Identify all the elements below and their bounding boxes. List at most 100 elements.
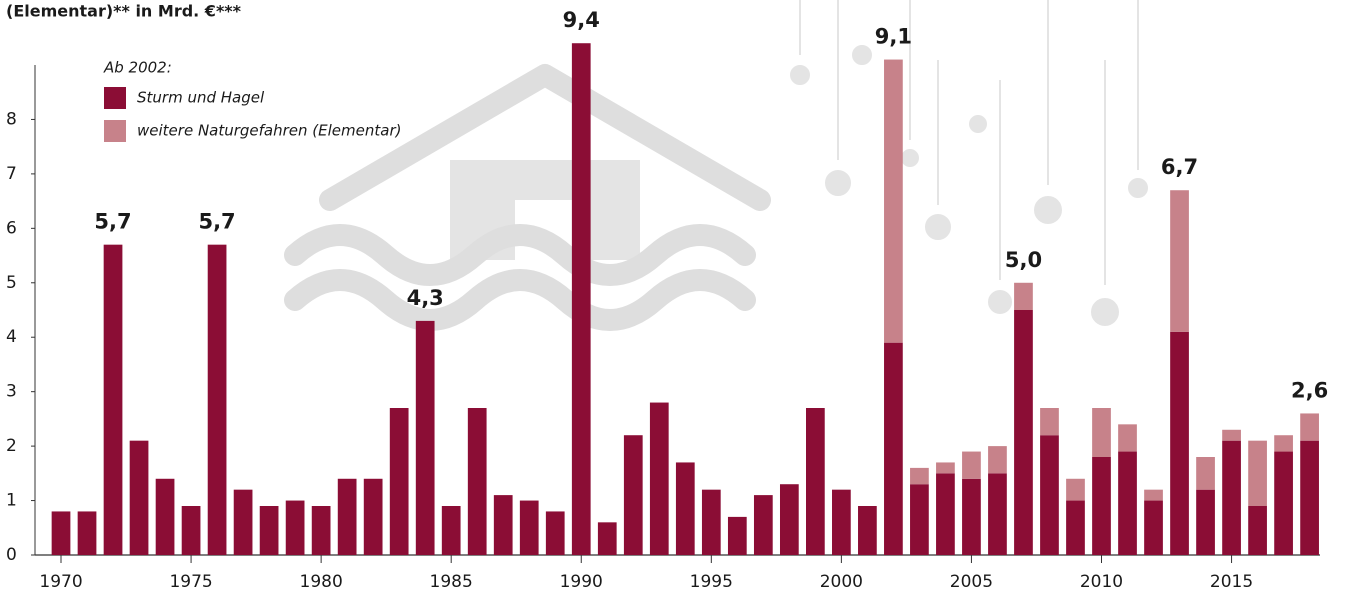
total-label: 9,4 — [563, 8, 600, 32]
bar-segment — [780, 484, 799, 555]
bar-segment — [1248, 441, 1267, 506]
total-label: 5,0 — [1005, 248, 1042, 272]
bar-segment — [884, 60, 903, 343]
bar-segment — [1092, 457, 1111, 555]
bar-segment — [156, 479, 175, 555]
bar-segment — [1118, 452, 1137, 555]
bar-segment — [234, 490, 253, 555]
legend: Sturm und Hagel weitere Naturgefahren (El… — [104, 87, 401, 142]
x-tick-label: 1975 — [169, 572, 212, 592]
legend-swatch — [104, 120, 126, 142]
x-tick-label: 2000 — [820, 572, 863, 592]
total-label: 9,1 — [875, 25, 912, 49]
bar-segment — [1092, 408, 1111, 457]
bar-segment — [390, 408, 409, 555]
total-label: 6,7 — [1161, 155, 1198, 179]
y-tick-label: 6 — [6, 218, 17, 238]
bar-segment — [546, 511, 565, 555]
bar-segment — [806, 408, 825, 555]
bar-segment — [104, 245, 123, 555]
bar-segment — [728, 517, 747, 555]
y-tick-label: 7 — [6, 164, 17, 184]
x-tick-label: 1990 — [560, 572, 603, 592]
bar-segment — [962, 479, 981, 555]
legend-label: weitere Naturgefahren (Elementar) — [137, 122, 401, 140]
bar-segment — [78, 511, 97, 555]
bar-segment — [1040, 408, 1059, 435]
bar-segment — [702, 490, 721, 555]
bar-segment — [260, 506, 279, 555]
bar-segment — [1274, 452, 1293, 555]
total-label: 5,7 — [198, 210, 235, 234]
total-label: 2,6 — [1291, 378, 1328, 402]
bar-segment — [988, 446, 1007, 473]
bar-segment — [1014, 310, 1033, 555]
legend-title: Ab 2002: — [103, 59, 172, 77]
bar-segment — [520, 501, 539, 555]
bar-segment — [468, 408, 487, 555]
bar-segment — [650, 403, 669, 555]
bar-segment — [208, 245, 227, 555]
bar-segment — [312, 506, 331, 555]
bar-segment — [624, 435, 643, 555]
x-tick-label: 2010 — [1080, 572, 1123, 592]
bar-segment — [1118, 424, 1137, 451]
background-illustration — [295, 0, 1147, 325]
y-tick-label: 5 — [6, 273, 17, 293]
bar-segment — [416, 321, 435, 555]
legend-swatch — [104, 87, 126, 109]
bar-segment — [1014, 283, 1033, 310]
bar-segment — [1170, 190, 1189, 332]
y-tick-label: 4 — [6, 327, 17, 347]
bar-segment — [1274, 435, 1293, 451]
bar-segment — [988, 473, 1007, 555]
bar-segment — [676, 462, 695, 555]
y-tick-label: 8 — [6, 109, 17, 129]
bar-segment — [910, 484, 929, 555]
bar-segment — [858, 506, 877, 555]
bar-segment — [910, 468, 929, 484]
bar-segment — [1144, 490, 1163, 501]
x-tick-label: 1995 — [690, 572, 733, 592]
bar-segment — [754, 495, 773, 555]
bar-segment — [832, 490, 851, 555]
x-tick-label: 2015 — [1210, 572, 1253, 592]
x-tick-label: 1970 — [39, 572, 82, 592]
bar-segment — [130, 441, 149, 555]
total-label: 4,3 — [407, 286, 444, 310]
bar-segment — [182, 506, 201, 555]
bar-segment — [1040, 435, 1059, 555]
bar-segment — [1066, 501, 1085, 555]
y-tick-label: 2 — [6, 436, 17, 456]
chart: (Elementar)** in Mrd. €*** Ab 2002: Stur… — [0, 0, 1354, 597]
bar-segment — [1196, 490, 1215, 555]
bar-segment — [1248, 506, 1267, 555]
x-tick-label: 2005 — [950, 572, 993, 592]
bar-segment — [442, 506, 461, 555]
bar-segment — [1144, 501, 1163, 555]
x-tick-label: 1980 — [300, 572, 343, 592]
bar-segment — [494, 495, 513, 555]
bar-segment — [884, 343, 903, 555]
bar-segment — [1222, 441, 1241, 555]
bar-segment — [572, 43, 591, 555]
bar-segment — [962, 452, 981, 479]
bar-segment — [364, 479, 383, 555]
bar-segment — [52, 511, 71, 555]
bar-segment — [1170, 332, 1189, 555]
x-tick-label: 1985 — [430, 572, 473, 592]
bar-segment — [1196, 457, 1215, 490]
legend-label: Sturm und Hagel — [137, 89, 265, 107]
bar-segment — [1222, 430, 1241, 441]
bar-segment — [598, 522, 617, 555]
bar-segment — [936, 473, 955, 555]
bar-segment — [1300, 441, 1319, 555]
bar-segment — [936, 462, 955, 473]
bar-segment — [1300, 413, 1319, 440]
y-tick-label: 0 — [6, 545, 17, 565]
bar-segment — [286, 501, 305, 555]
y-tick-label: 1 — [6, 491, 17, 511]
total-label: 5,7 — [94, 210, 131, 234]
chart-title: (Elementar)** in Mrd. €*** — [6, 2, 242, 21]
bar-segment — [338, 479, 357, 555]
